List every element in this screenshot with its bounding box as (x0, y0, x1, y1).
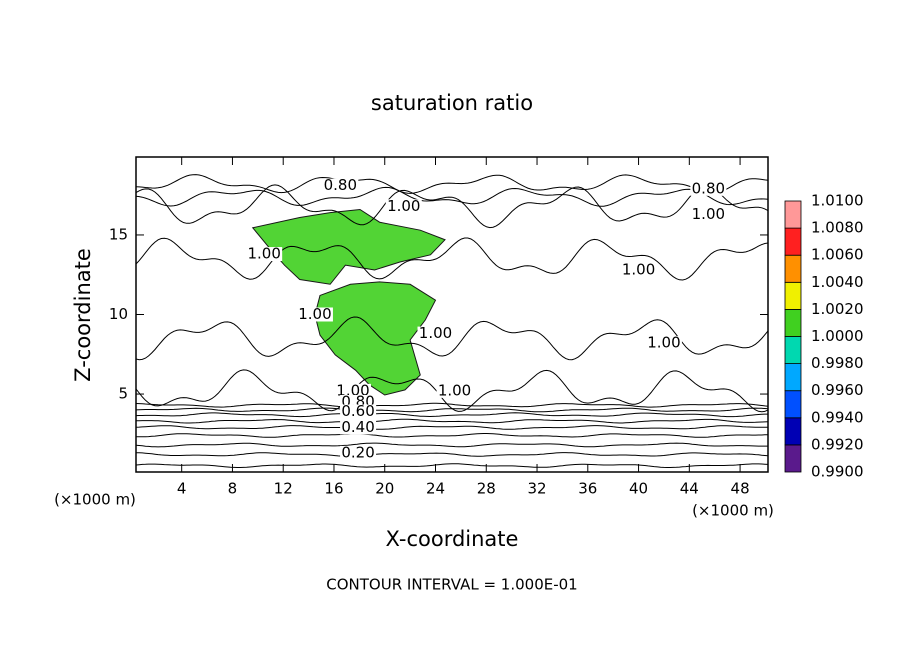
contour-label-bg (322, 178, 359, 193)
x-tick-label: 48 (731, 480, 750, 498)
contour-line (136, 412, 768, 418)
contour-label-bg (340, 445, 377, 460)
contour-label: 1.00 (622, 260, 655, 278)
contour-label: 1.00 (336, 381, 369, 399)
contour-line (136, 418, 768, 424)
contour-label: 0.20 (341, 443, 374, 461)
contour-line (136, 452, 768, 457)
contour-label: 1.00 (647, 334, 680, 352)
colorbar-swatch (784, 336, 802, 365)
contour-line (136, 316, 768, 361)
colorbar-swatch (784, 281, 802, 310)
colorbar-label: 1.0000 (811, 327, 864, 345)
y-axis-label: Z-coordinate (71, 248, 95, 382)
region (314, 281, 437, 396)
contour-line (136, 369, 768, 413)
contour-label: 1.00 (247, 245, 280, 263)
x-tick-label: 40 (629, 480, 648, 498)
x-tick-label: 28 (477, 480, 496, 498)
contour-line (136, 186, 768, 207)
colorbar-label: 0.9920 (811, 435, 864, 453)
colorbar-label: 1.0020 (811, 300, 864, 318)
contour-label-bg (690, 181, 727, 196)
contour-label: 0.80 (692, 179, 725, 197)
colorbar-label: 0.9960 (811, 381, 864, 399)
contour-label-bg (246, 247, 283, 262)
x-axis-label: X-coordinate (386, 527, 519, 551)
contour-line (136, 174, 768, 194)
contour-line (136, 402, 768, 408)
contour-label: 0.40 (341, 418, 374, 436)
x-tick-label: 16 (324, 480, 343, 498)
contour-line (136, 237, 768, 281)
contour-label-bg (417, 326, 454, 341)
contour-label-bg (296, 307, 333, 322)
colorbar-label: 0.9940 (811, 408, 864, 426)
contour-line (136, 433, 768, 438)
x-tick-label: 20 (375, 480, 394, 498)
x-tick-label: 36 (578, 480, 597, 498)
chart-title: saturation ratio (371, 91, 533, 115)
contour-label-bg (690, 207, 727, 222)
contour-layer: 0.80 0.80 1.00 1.00 1.00 1.00 1.00 1.00 1.00 1.00… (136, 174, 768, 468)
colorbar-swatch (784, 308, 802, 337)
contour-label-bg (340, 420, 377, 435)
colorbar-label: 0.9980 (811, 354, 864, 372)
contour-label: 1.00 (387, 197, 420, 215)
contour-label-bg (335, 383, 372, 398)
colorbar-label: 0.9900 (811, 463, 864, 481)
colorbar-swatch (784, 390, 802, 419)
colorbar-swatch (784, 227, 802, 256)
contour-label-bg (645, 336, 682, 351)
colorbar-swatch (784, 200, 802, 229)
colorbar-swatch (784, 444, 802, 473)
contour-label-bg (620, 262, 657, 277)
y-tick-label: 15 (109, 225, 128, 243)
x-tick-label: 24 (426, 480, 445, 498)
y-tick-label: 5 (118, 385, 128, 403)
contour-label-bg (385, 199, 422, 214)
colorbar-label: 1.0040 (811, 273, 864, 291)
x-tick-label: 8 (228, 480, 238, 498)
colorbar-label: 1.0060 (811, 246, 864, 264)
x-unit-label: (×1000 m) (692, 502, 774, 520)
x-tick-label: 12 (274, 480, 293, 498)
region (251, 208, 446, 285)
contour-label: 1.00 (298, 305, 331, 323)
contour-label: 0.60 (341, 402, 374, 420)
colorbar-swatch (784, 417, 802, 446)
contour-label: 1.00 (419, 324, 452, 342)
contour-line (136, 184, 768, 229)
plot-frame (135, 156, 769, 473)
x-tick-label: 32 (527, 480, 546, 498)
contour-line (136, 463, 768, 468)
y-tick-label: 10 (109, 305, 128, 323)
contour-line (136, 425, 768, 430)
colorbar-swatch (784, 254, 802, 283)
colorbar-label: 1.0100 (811, 192, 864, 210)
x-tick-label: 44 (680, 480, 699, 498)
contour-label-bg (340, 404, 377, 419)
contour-label: 1.00 (692, 205, 725, 223)
x-unit-label: (×1000 m) (54, 491, 136, 509)
contour-label: 0.80 (324, 176, 357, 194)
contour-label: 1.00 (438, 381, 471, 399)
contour-interval-note: CONTOUR INTERVAL = 1.000E-01 (326, 576, 577, 594)
x-tick-label: 4 (177, 480, 187, 498)
colorbar-swatch (784, 363, 802, 392)
contour-line (136, 442, 768, 448)
colorbar-label: 1.0080 (811, 219, 864, 237)
contour-label-bg (436, 383, 473, 398)
